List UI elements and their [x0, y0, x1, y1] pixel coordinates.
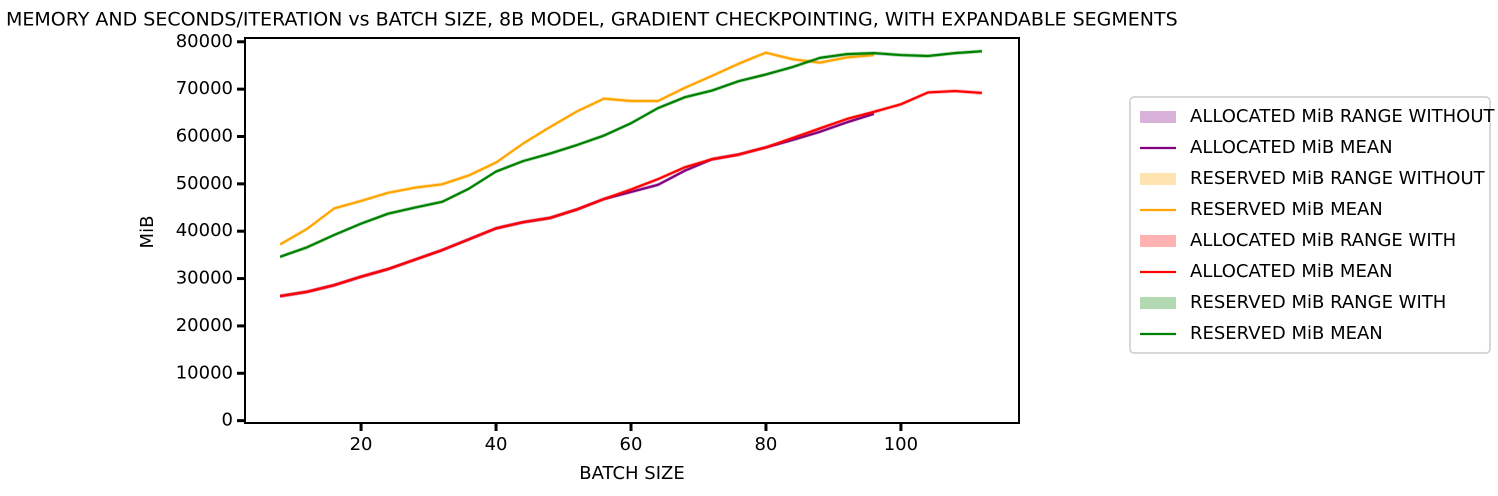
y-tick-label: 60000	[176, 125, 233, 146]
x-tick-label: 80	[754, 434, 777, 455]
legend-swatch	[1140, 111, 1176, 123]
legend-label: ALLOCATED MiB MEAN	[1190, 137, 1393, 158]
legend-label: ALLOCATED MiB MEAN	[1190, 261, 1393, 282]
legend-swatch	[1140, 235, 1176, 247]
legend-box	[1129, 96, 1491, 354]
y-tick-label: 20000	[176, 315, 233, 336]
legend-label: RESERVED MiB MEAN	[1190, 323, 1383, 344]
legend-label: RESERVED MiB RANGE WITH	[1190, 292, 1446, 313]
chart-title: MEMORY AND SECONDS/ITERATION vs BATCH SI…	[6, 9, 1178, 31]
y-tick-label: 50000	[176, 173, 233, 194]
range-band	[280, 50, 874, 247]
legend-label: ALLOCATED MiB RANGE WITHOUT	[1190, 106, 1496, 127]
range-band	[280, 111, 874, 298]
x-axis-label: BATCH SIZE	[579, 463, 684, 484]
legend-swatch	[1140, 173, 1176, 185]
legend-swatch	[1140, 297, 1176, 309]
x-tick-label: 60	[620, 434, 643, 455]
y-tick-label: 80000	[176, 31, 233, 52]
plot-frame	[244, 37, 1020, 424]
legend-label: ALLOCATED MiB RANGE WITH	[1190, 230, 1456, 251]
mean-line	[279, 51, 875, 246]
mean-line	[279, 89, 982, 298]
x-tick-label: 100	[884, 434, 918, 455]
legend-label: RESERVED MiB MEAN	[1190, 199, 1383, 220]
y-axis-label: MiB	[137, 216, 158, 249]
mean-line	[279, 50, 982, 258]
y-tick-label: 0	[222, 410, 233, 431]
x-tick-label: 20	[350, 434, 373, 455]
x-tick-label: 40	[485, 434, 508, 455]
y-tick-label: 70000	[176, 78, 233, 99]
y-tick-label: 10000	[176, 362, 233, 383]
y-tick-label: 40000	[176, 220, 233, 241]
y-tick-label: 30000	[176, 268, 233, 289]
legend-label: RESERVED MiB RANGE WITHOUT	[1190, 168, 1486, 189]
range-band	[280, 49, 982, 259]
